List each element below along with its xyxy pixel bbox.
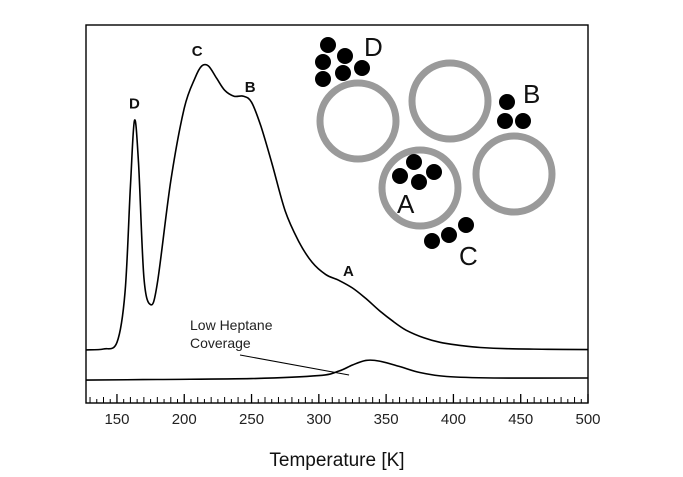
molecule-dot (335, 65, 351, 81)
x-tick-label: 150 (104, 411, 129, 428)
pore-ring (378, 146, 462, 230)
molecule-dot (320, 37, 336, 53)
x-tick-label: 300 (306, 411, 331, 428)
molecule-dot (315, 54, 331, 70)
x-axis-tick-labels: 150 200 250 300 350 400 450 500 (104, 411, 600, 428)
molecule-dot (441, 227, 457, 243)
x-axis-title: Temperature [K] (269, 450, 404, 471)
molecule-dot (411, 174, 427, 190)
molecule-dot (515, 113, 531, 129)
molecule-dot (426, 164, 442, 180)
series-line-high-coverage (85, 63, 589, 351)
peak-label-b: B (245, 79, 256, 96)
annotation-pointer-line (239, 354, 350, 376)
x-axis-ticks (89, 394, 589, 403)
pore-ring (472, 132, 556, 216)
series-group (85, 63, 589, 381)
peak-label-d: D (129, 95, 140, 112)
pore-ring (408, 59, 492, 143)
plot-frame (85, 24, 589, 404)
molecule-dot (392, 168, 408, 184)
x-tick-label: 450 (508, 411, 533, 428)
molecule-dot (406, 154, 422, 170)
pore-ring (316, 79, 400, 163)
annotation-text-line: Low Heptane (190, 317, 273, 333)
molecule-dot (424, 233, 440, 249)
x-tick-label: 200 (172, 411, 197, 428)
molecule-dot (497, 113, 513, 129)
peak-label-a: A (343, 263, 354, 280)
site-label-a: A (397, 189, 415, 219)
x-tick-label: 500 (575, 411, 600, 428)
series-line-low-coverage (85, 359, 589, 381)
x-tick-label: 400 (441, 411, 466, 428)
x-tick-label: 250 (239, 411, 264, 428)
molecule-dot (499, 94, 515, 110)
annotations-group: D C B A Low Heptane Coverage (129, 43, 354, 376)
site-label-b: B (523, 79, 540, 109)
pore-illustration: D B A C (315, 32, 556, 271)
molecule-dot (354, 60, 370, 76)
molecule-dot (315, 71, 331, 87)
peak-label-c: C (192, 43, 203, 60)
x-tick-label: 350 (374, 411, 399, 428)
molecule-dot (337, 48, 353, 64)
molecule-dot (458, 217, 474, 233)
site-label-c: C (459, 241, 478, 271)
site-label-d: D (364, 32, 383, 62)
annotation-text-line: Coverage (190, 335, 251, 351)
